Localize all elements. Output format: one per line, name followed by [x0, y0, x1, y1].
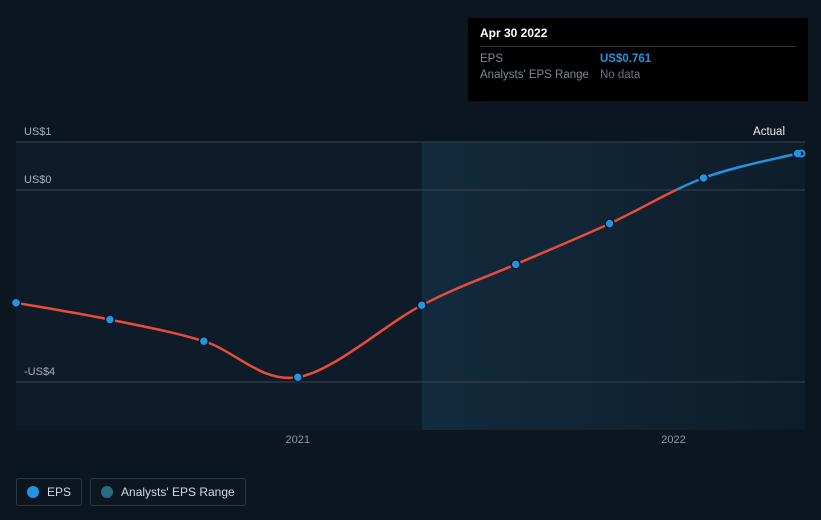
- legend: EPS Analysts' EPS Range: [16, 478, 246, 506]
- data-point[interactable]: [699, 174, 708, 183]
- legend-swatch: [27, 486, 39, 498]
- y-axis-label: US$1: [24, 126, 52, 138]
- legend-item[interactable]: EPS: [16, 478, 82, 506]
- legend-label: EPS: [47, 485, 71, 499]
- legend-label: Analysts' EPS Range: [121, 485, 235, 499]
- legend-swatch: [101, 486, 113, 498]
- tooltip-row-value: No data: [600, 69, 640, 81]
- x-axis-label: 2021: [286, 434, 310, 446]
- tooltip-row-value: US$0.761: [600, 53, 651, 65]
- y-axis-label: -US$4: [24, 366, 55, 378]
- data-point[interactable]: [605, 219, 614, 228]
- data-point[interactable]: [12, 298, 21, 307]
- legend-item[interactable]: Analysts' EPS Range: [90, 478, 246, 506]
- data-point[interactable]: [199, 337, 208, 346]
- data-point[interactable]: [511, 260, 520, 269]
- x-axis-label: 2022: [661, 434, 685, 446]
- data-point[interactable]: [417, 301, 426, 310]
- tooltip-row-label: Analysts' EPS Range: [480, 69, 600, 81]
- chart-tooltip: Apr 30 2022 EPSUS$0.761Analysts' EPS Ran…: [468, 18, 808, 101]
- actual-label: Actual: [753, 126, 785, 138]
- eps-chart[interactable]: Actual US$1 US$0 -US$4 2021 2022: [16, 120, 805, 450]
- data-point[interactable]: [293, 373, 302, 382]
- tooltip-row: Analysts' EPS RangeNo data: [480, 67, 796, 83]
- tooltip-date: Apr 30 2022: [480, 26, 796, 47]
- chart-svg: [16, 120, 805, 450]
- tooltip-row-label: EPS: [480, 53, 600, 65]
- data-point[interactable]: [105, 315, 114, 324]
- tooltip-row: EPSUS$0.761: [480, 51, 796, 67]
- y-axis-label: US$0: [24, 174, 52, 186]
